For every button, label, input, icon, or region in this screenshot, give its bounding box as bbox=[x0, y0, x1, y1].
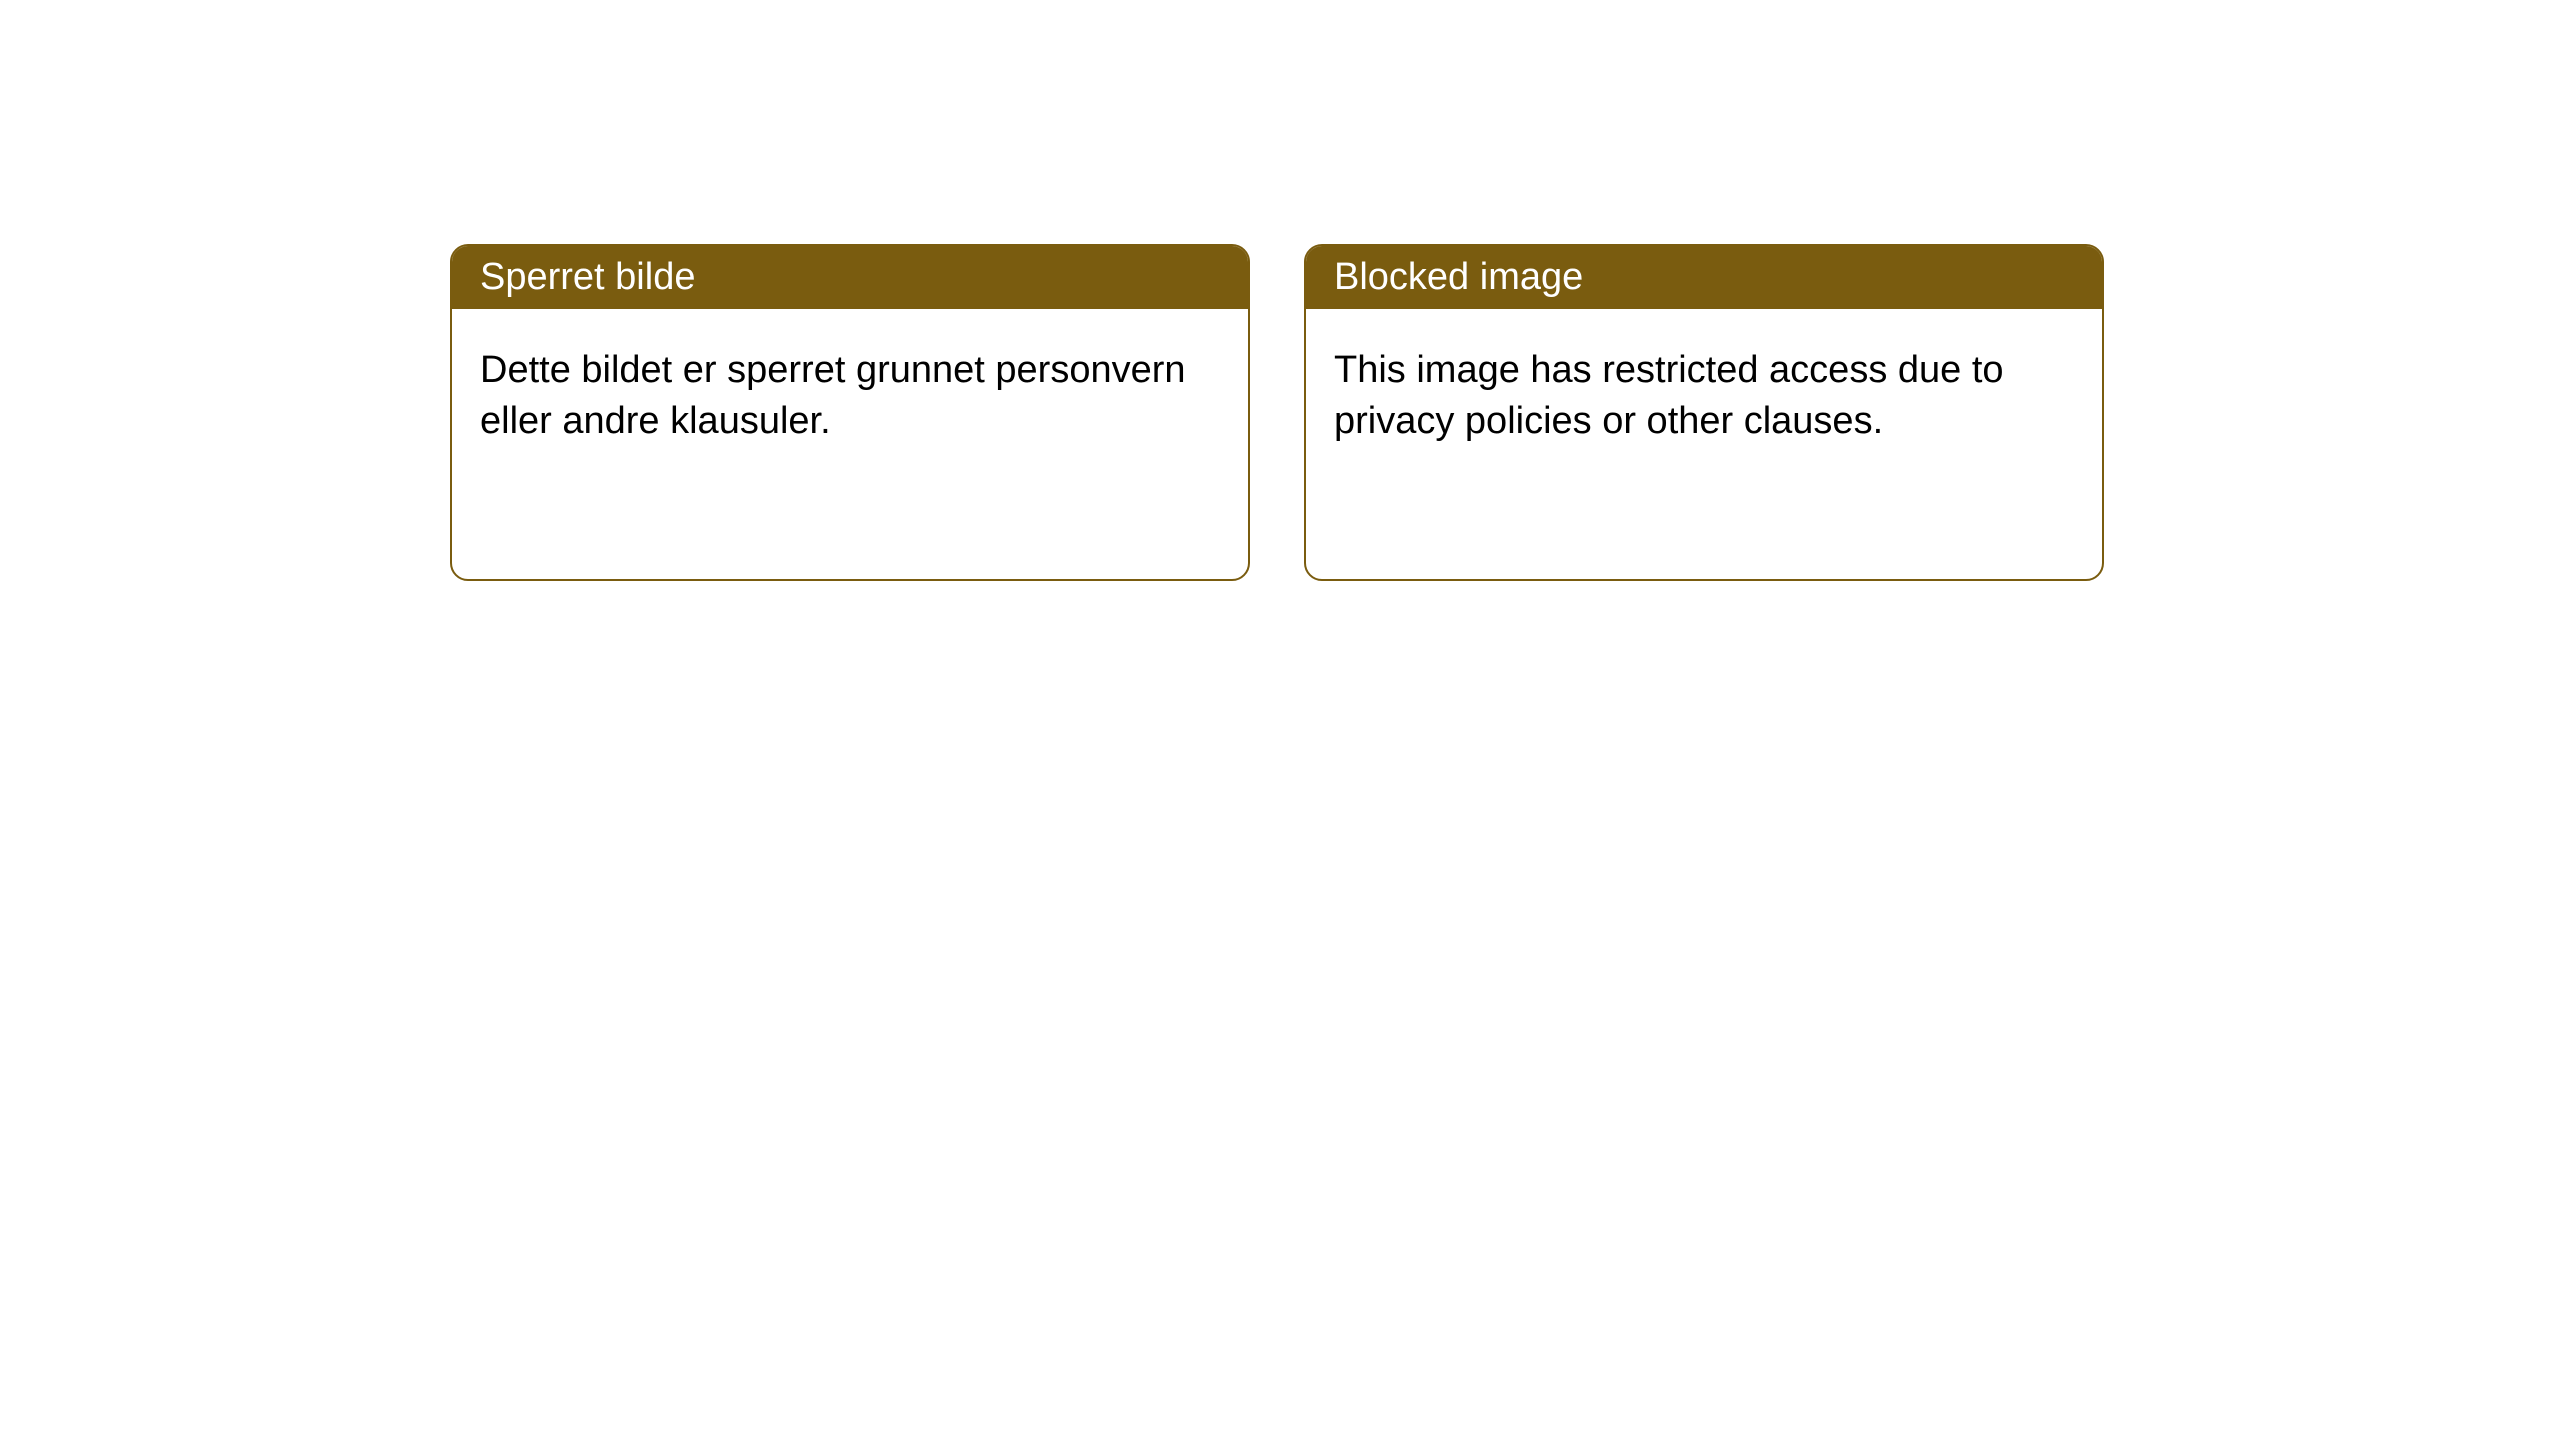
notice-body-text: This image has restricted access due to … bbox=[1334, 345, 2074, 448]
notice-header-text: Sperret bilde bbox=[480, 256, 695, 298]
notice-card-english: Blocked image This image has restricted … bbox=[1304, 244, 2104, 581]
notice-header: Blocked image bbox=[1306, 246, 2102, 309]
notice-header: Sperret bilde bbox=[452, 246, 1248, 309]
notice-body: This image has restricted access due to … bbox=[1306, 309, 2102, 579]
notice-container: Sperret bilde Dette bildet er sperret gr… bbox=[0, 0, 2560, 581]
notice-header-text: Blocked image bbox=[1334, 256, 1583, 298]
notice-body-text: Dette bildet er sperret grunnet personve… bbox=[480, 345, 1220, 448]
notice-card-norwegian: Sperret bilde Dette bildet er sperret gr… bbox=[450, 244, 1250, 581]
notice-body: Dette bildet er sperret grunnet personve… bbox=[452, 309, 1248, 579]
